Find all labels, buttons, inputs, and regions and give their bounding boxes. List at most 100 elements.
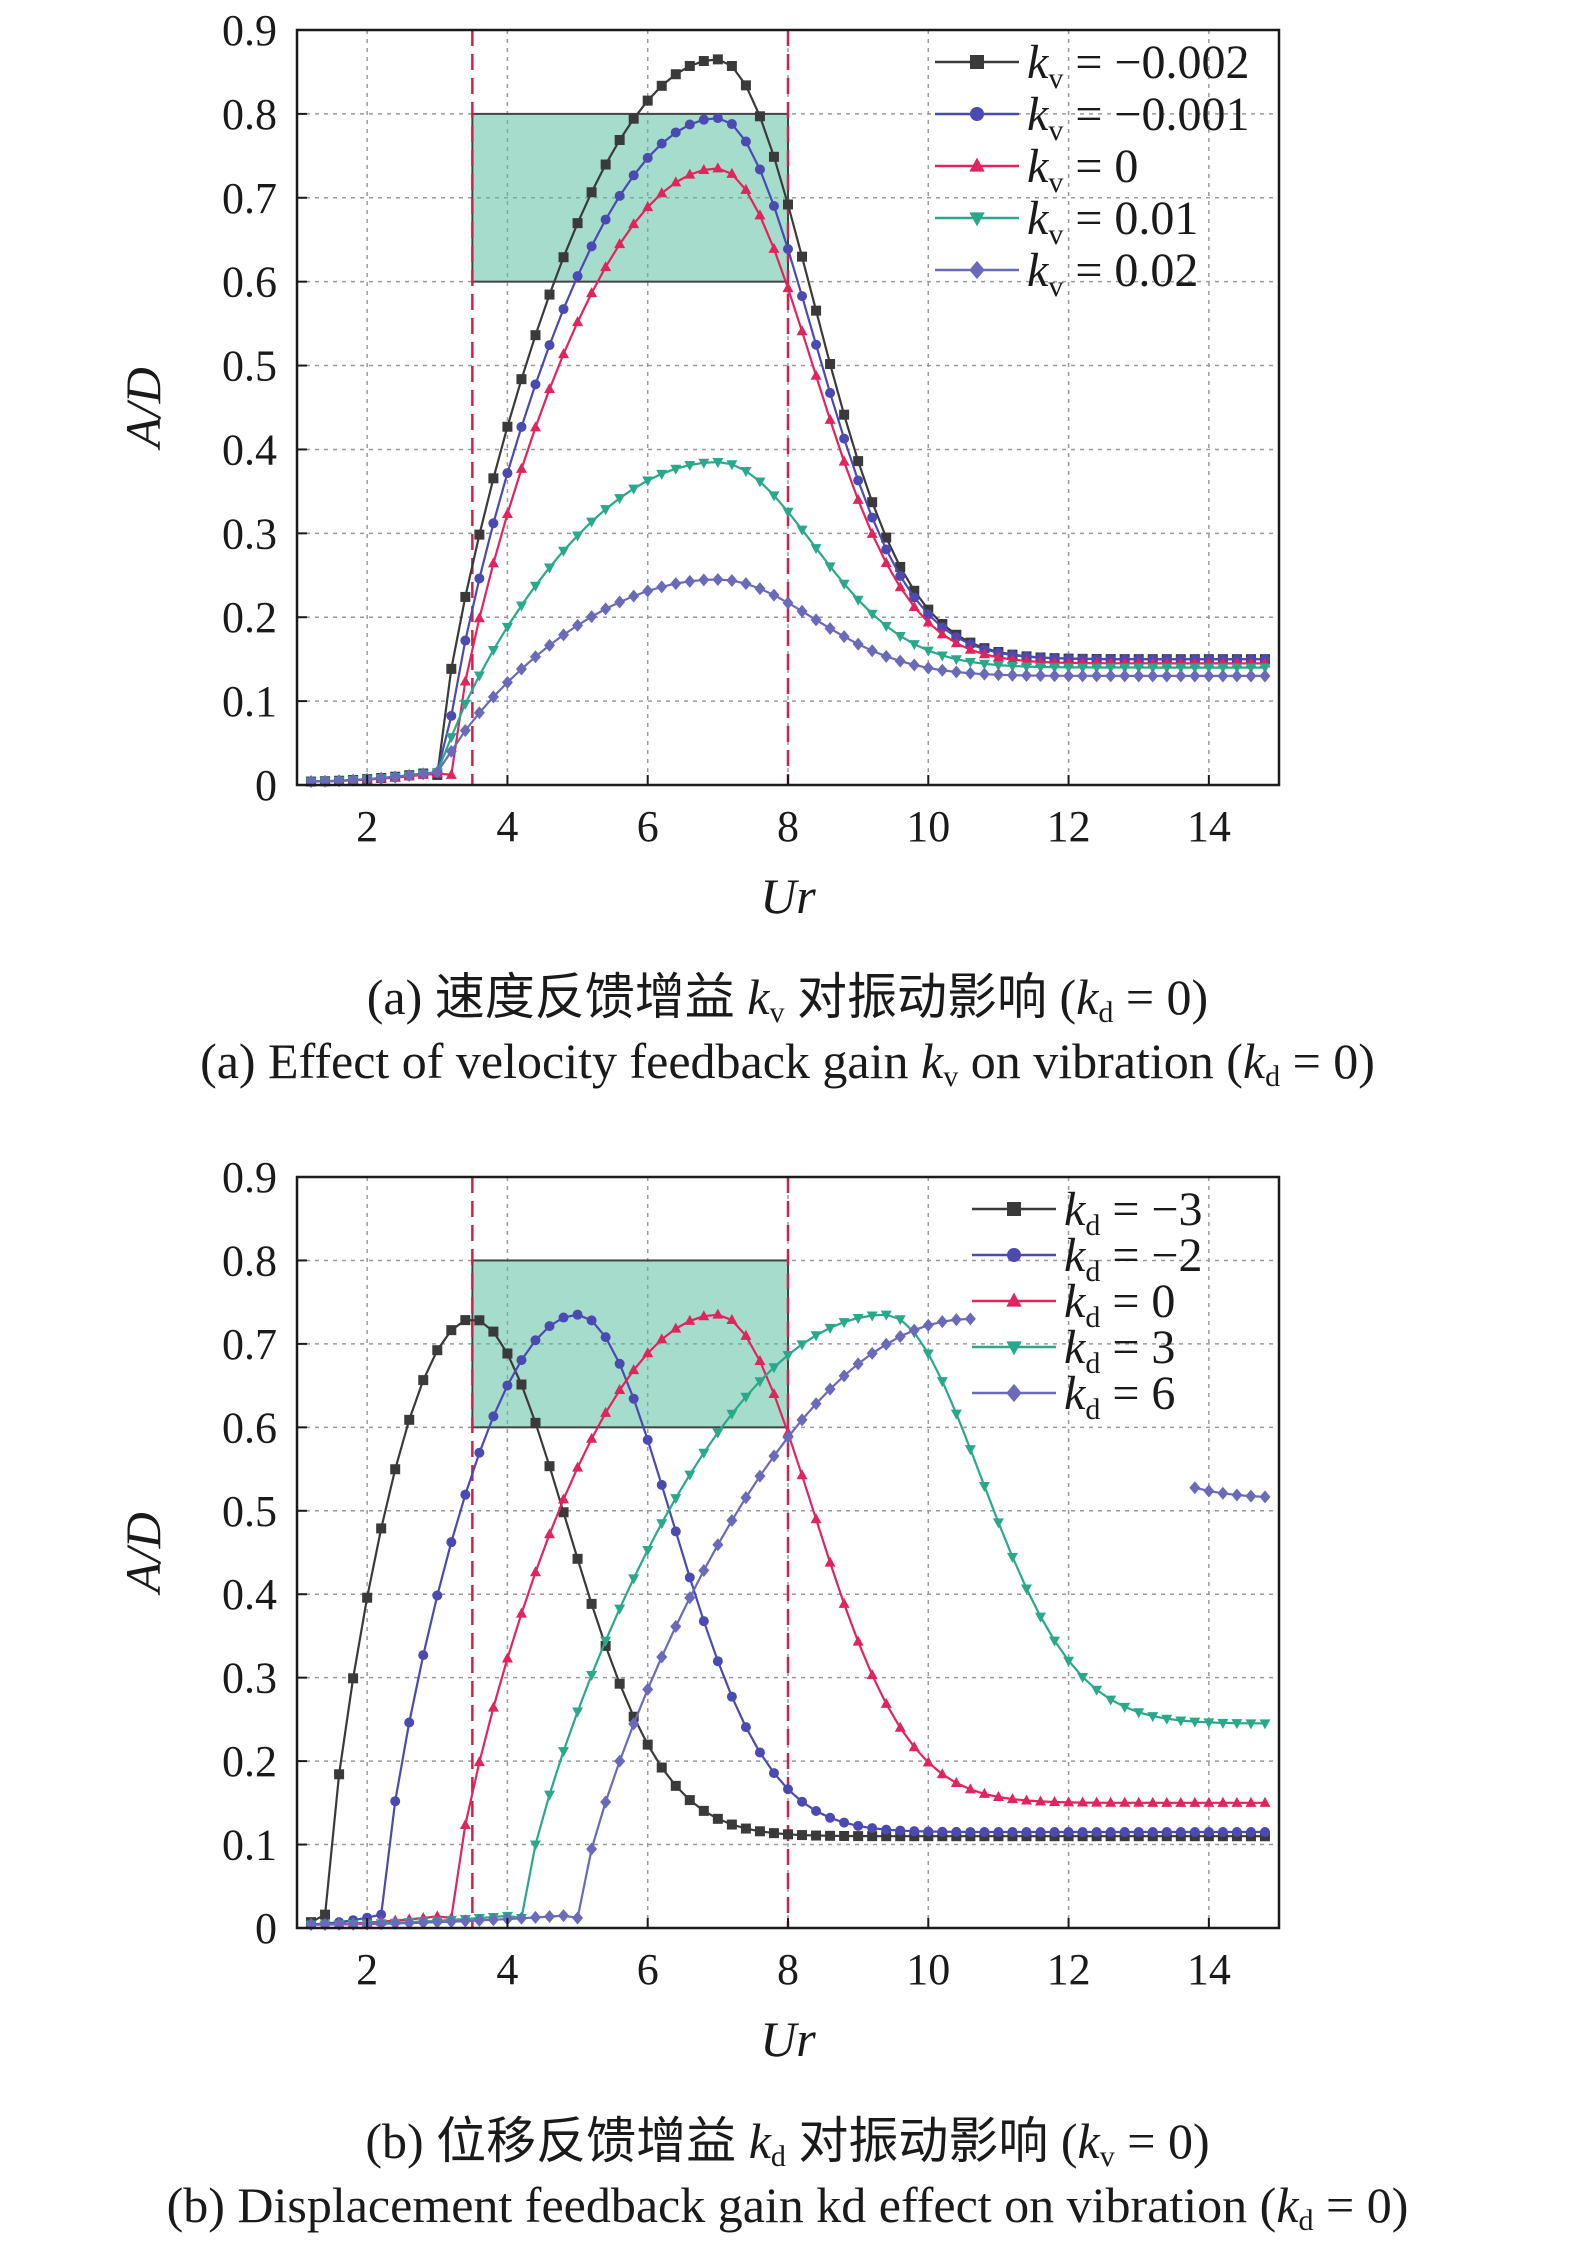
legend-value: = −2 <box>1100 1229 1202 1282</box>
data-point <box>1105 669 1117 683</box>
data-point <box>978 648 990 659</box>
legend-subscript: d <box>1085 1347 1100 1380</box>
legend-label: kv = 0.01 <box>1027 192 1198 251</box>
series-2 <box>306 1309 1270 1930</box>
data-point <box>572 1309 583 1320</box>
data-point <box>782 1430 794 1444</box>
caption-a-chinese: (a) 速度反馈增益 kv 对振动影响 (kd = 0) <box>366 969 1209 1029</box>
data-point <box>797 1796 808 1807</box>
data-point <box>684 60 695 71</box>
data-point <box>586 241 597 252</box>
data-point <box>1035 1612 1047 1623</box>
legend-value: = −0.002 <box>1063 36 1249 89</box>
legend-subscript: d <box>1085 1209 1100 1242</box>
data-point <box>726 167 738 178</box>
data-point <box>529 650 541 664</box>
data-point <box>1147 1827 1158 1838</box>
data-point <box>586 1598 597 1609</box>
data-point <box>740 1491 752 1505</box>
legend-value: = 0.01 <box>1063 192 1198 245</box>
data-point <box>628 1717 640 1731</box>
legend-subscript: v <box>1048 166 1063 199</box>
x-tick-label: 10 <box>906 802 950 851</box>
data-point <box>740 183 752 194</box>
data-point <box>572 618 584 632</box>
data-point <box>459 1914 471 1928</box>
y-tick-label: 0.2 <box>222 1737 277 1786</box>
data-point <box>1119 669 1131 683</box>
data-point <box>1217 669 1229 683</box>
y-tick-label: 0.4 <box>222 1570 277 1619</box>
data-point <box>895 1825 906 1836</box>
data-point <box>866 1311 878 1322</box>
data-point <box>978 667 990 681</box>
data-point <box>894 631 906 642</box>
data-point <box>1147 1796 1159 1807</box>
data-point <box>824 1323 836 1334</box>
legend-value: = 0.02 <box>1063 244 1198 297</box>
data-point <box>656 580 668 594</box>
chart-panel-b: 2 4 6 8 10 12 14 0 0.1 0.2 0.3 0.4 0.5 0.6 0.7 0.8 0.9 Ur… <box>115 1153 1281 2067</box>
data-point <box>501 508 513 519</box>
data-point <box>936 663 948 677</box>
data-point <box>811 339 822 350</box>
legend-marker <box>1006 1341 1022 1356</box>
data-point <box>796 604 808 618</box>
data-point <box>487 690 499 704</box>
data-point <box>446 710 457 721</box>
data-point <box>978 1787 990 1798</box>
data-point <box>1259 1719 1271 1730</box>
data-point <box>698 1563 710 1577</box>
data-point <box>712 458 724 469</box>
data-point <box>558 252 569 263</box>
data-point <box>881 544 892 555</box>
x-tick-label: 10 <box>906 1945 950 1994</box>
caption-b-english: (b) Displacement feedback gain kd effect… <box>166 2177 1409 2237</box>
data-point <box>614 135 625 146</box>
data-point <box>992 1791 1004 1802</box>
data-point <box>810 1513 822 1524</box>
legend-marker <box>969 260 985 280</box>
legend-item-3: kd = 0 <box>972 1275 1175 1334</box>
data-point <box>558 1493 570 1504</box>
data-point <box>922 616 934 627</box>
x-tick-label: 6 <box>637 802 659 851</box>
data-point <box>1006 1552 1018 1563</box>
data-point <box>1035 662 1047 673</box>
data-point <box>866 609 878 620</box>
data-point <box>1161 669 1173 683</box>
data-point <box>964 1312 976 1326</box>
data-point <box>894 1721 906 1732</box>
data-point <box>782 282 794 293</box>
y-tick-label: 0.7 <box>222 174 277 223</box>
legend-item-1: kv = −0.002 <box>935 36 1249 95</box>
data-point <box>502 421 513 432</box>
data-point <box>964 643 976 654</box>
data-point <box>754 582 766 596</box>
legend-marker <box>1006 1292 1022 1307</box>
y-axis-label: A/D <box>115 1512 171 1596</box>
data-point <box>839 433 850 444</box>
data-point <box>431 1915 443 1929</box>
data-point <box>922 1349 934 1360</box>
data-point <box>515 601 527 612</box>
data-point <box>684 1795 695 1806</box>
data-point <box>754 477 766 488</box>
data-point <box>670 1322 682 1333</box>
data-point <box>1020 655 1032 666</box>
data-point <box>600 1636 612 1647</box>
data-point <box>544 1790 556 1801</box>
data-point <box>783 199 793 210</box>
data-point <box>488 1411 499 1422</box>
data-point <box>797 1830 808 1841</box>
x-tick-label: 12 <box>1047 802 1091 851</box>
data-point <box>852 1313 864 1324</box>
data-point <box>698 1310 710 1321</box>
data-point <box>530 379 541 390</box>
data-point <box>487 557 499 568</box>
data-point <box>867 497 878 508</box>
data-point <box>432 1345 443 1356</box>
legend-k: k <box>1027 88 1050 141</box>
data-point <box>852 637 864 651</box>
